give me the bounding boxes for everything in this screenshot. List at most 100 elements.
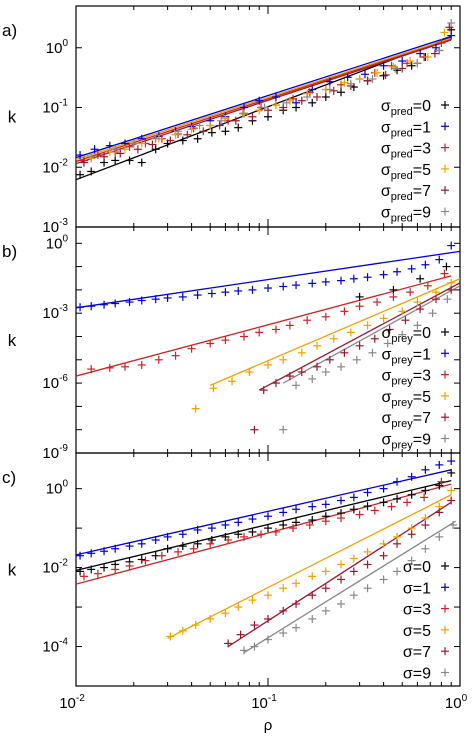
- data-point: [393, 532, 402, 541]
- data-point: [303, 92, 312, 101]
- data-point: [137, 139, 146, 148]
- data-point: [387, 502, 396, 511]
- data-point: [385, 325, 394, 334]
- data-point: [87, 302, 96, 311]
- data-point: [193, 539, 202, 548]
- data-point: [279, 508, 288, 517]
- data-point: [79, 572, 88, 581]
- data-point: [308, 614, 317, 623]
- data-point: [447, 18, 456, 27]
- data-point: [447, 241, 456, 250]
- data-point: [379, 575, 388, 584]
- legend-label: σpred=5: [381, 162, 431, 182]
- data-point: [207, 535, 216, 544]
- data-point: [447, 457, 456, 466]
- data-point: [447, 278, 456, 287]
- data-point: [363, 584, 372, 593]
- data-point: [221, 336, 230, 345]
- data-point: [121, 362, 130, 371]
- data-point: [289, 524, 298, 533]
- data-point: [321, 517, 330, 526]
- data-point: [264, 284, 272, 293]
- data-point: [363, 76, 372, 85]
- data-point: [240, 646, 249, 655]
- data-point: [363, 488, 372, 497]
- y-axis-label: k: [8, 561, 17, 580]
- legend-marker: [441, 122, 449, 131]
- data-point: [255, 96, 264, 105]
- legend-label: σprey=3: [381, 368, 431, 388]
- data-point: [368, 348, 377, 357]
- data-point: [421, 544, 430, 553]
- data-point: [308, 502, 317, 511]
- legend-marker: [441, 583, 449, 592]
- data-point: [391, 64, 400, 73]
- data-point: [264, 614, 272, 623]
- data-point: [250, 621, 259, 630]
- data-point: [321, 606, 330, 615]
- data-point: [221, 288, 230, 297]
- data-point: [379, 551, 388, 560]
- data-point: [248, 112, 257, 121]
- legend-marker: [441, 434, 449, 443]
- data-point: [87, 549, 96, 558]
- data-point: [234, 123, 243, 132]
- legend-label: σ=0: [403, 559, 431, 576]
- chart-panel-a: 10010-110-210-3ka)σpred=0σpred=1σpred=3σ…: [2, 5, 461, 236]
- chart-panel-c: 100 10-2 10-4 k c) σ=0 σ=1 σ=3 σ=5 σ=7 σ=9: [2, 452, 461, 687]
- data-point: [187, 125, 196, 134]
- panels: 10010-110-210-3ka)σpred=0σpred=1σpred=3σ…: [2, 5, 468, 712]
- data-point: [308, 98, 317, 107]
- data-point: [255, 106, 264, 115]
- fit-line-4: [258, 282, 460, 391]
- data-point: [279, 629, 288, 638]
- y-tick-label: 100: [46, 479, 69, 498]
- data-point: [337, 276, 346, 285]
- data-point: [423, 281, 432, 290]
- data-point: [379, 71, 388, 80]
- data-point: [292, 505, 301, 514]
- data-point: [340, 78, 349, 87]
- data-point: [250, 642, 259, 651]
- data-point: [209, 384, 218, 393]
- legend-label: σprey=1: [381, 346, 431, 366]
- data-point: [137, 539, 146, 548]
- data-point: [423, 53, 432, 62]
- data-point: [87, 167, 96, 176]
- data-point: [379, 61, 388, 70]
- data-point: [416, 274, 425, 283]
- data-point: [157, 551, 166, 560]
- data-point: [355, 510, 364, 519]
- plot-area: [76, 18, 456, 181]
- data-point: [240, 532, 249, 541]
- data-point: [292, 381, 301, 390]
- data-point: [383, 339, 392, 348]
- y-tick-label: 100: [46, 233, 69, 252]
- x-tick-label: 100: [445, 693, 468, 712]
- data-point: [393, 477, 402, 486]
- data-point: [370, 506, 379, 515]
- data-point: [238, 109, 247, 118]
- data-point: [231, 116, 240, 125]
- fit-line-2: [76, 38, 452, 163]
- data-point: [340, 307, 349, 316]
- data-point: [325, 77, 334, 86]
- data-point: [234, 286, 243, 295]
- data-point: [279, 282, 288, 291]
- data-point: [413, 321, 422, 330]
- data-point: [337, 560, 346, 569]
- data-point: [292, 518, 301, 527]
- data-point: [93, 569, 102, 578]
- data-point: [151, 295, 160, 304]
- data-point: [171, 351, 180, 360]
- data-point: [308, 279, 317, 288]
- data-point: [349, 493, 358, 502]
- fit-line-3: [167, 494, 452, 640]
- data-point: [407, 264, 416, 273]
- data-point: [137, 360, 146, 369]
- data-point: [292, 579, 301, 588]
- data-point: [430, 49, 439, 58]
- data-point: [308, 374, 317, 383]
- data-point: [435, 46, 444, 55]
- y-tick-label: 10-4: [42, 637, 68, 656]
